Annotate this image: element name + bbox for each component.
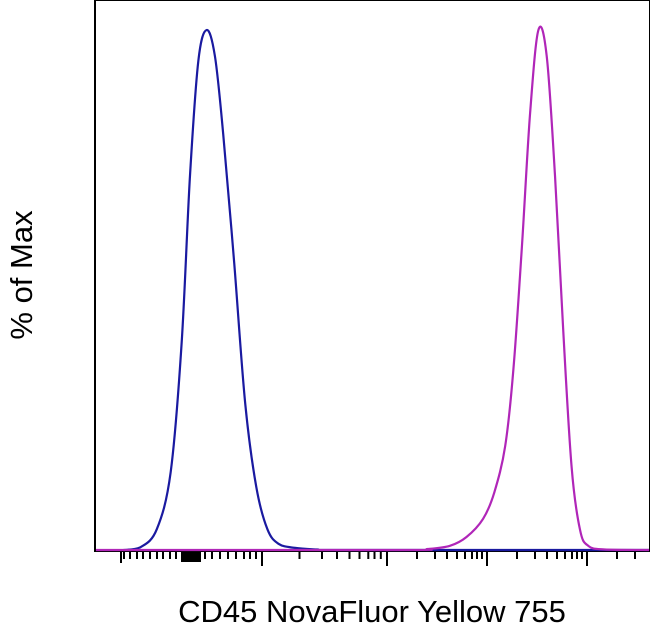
y-axis-label: % of Max [4, 210, 39, 340]
series-layer [95, 25, 650, 552]
x-axis-label: CD45 NovaFluor Yellow 755 [178, 594, 566, 629]
plot-frame [94, 0, 650, 552]
histogram-series-2 [95, 25, 650, 552]
x-axis-ticks [120, 552, 636, 566]
histogram-series-1 [123, 28, 649, 552]
